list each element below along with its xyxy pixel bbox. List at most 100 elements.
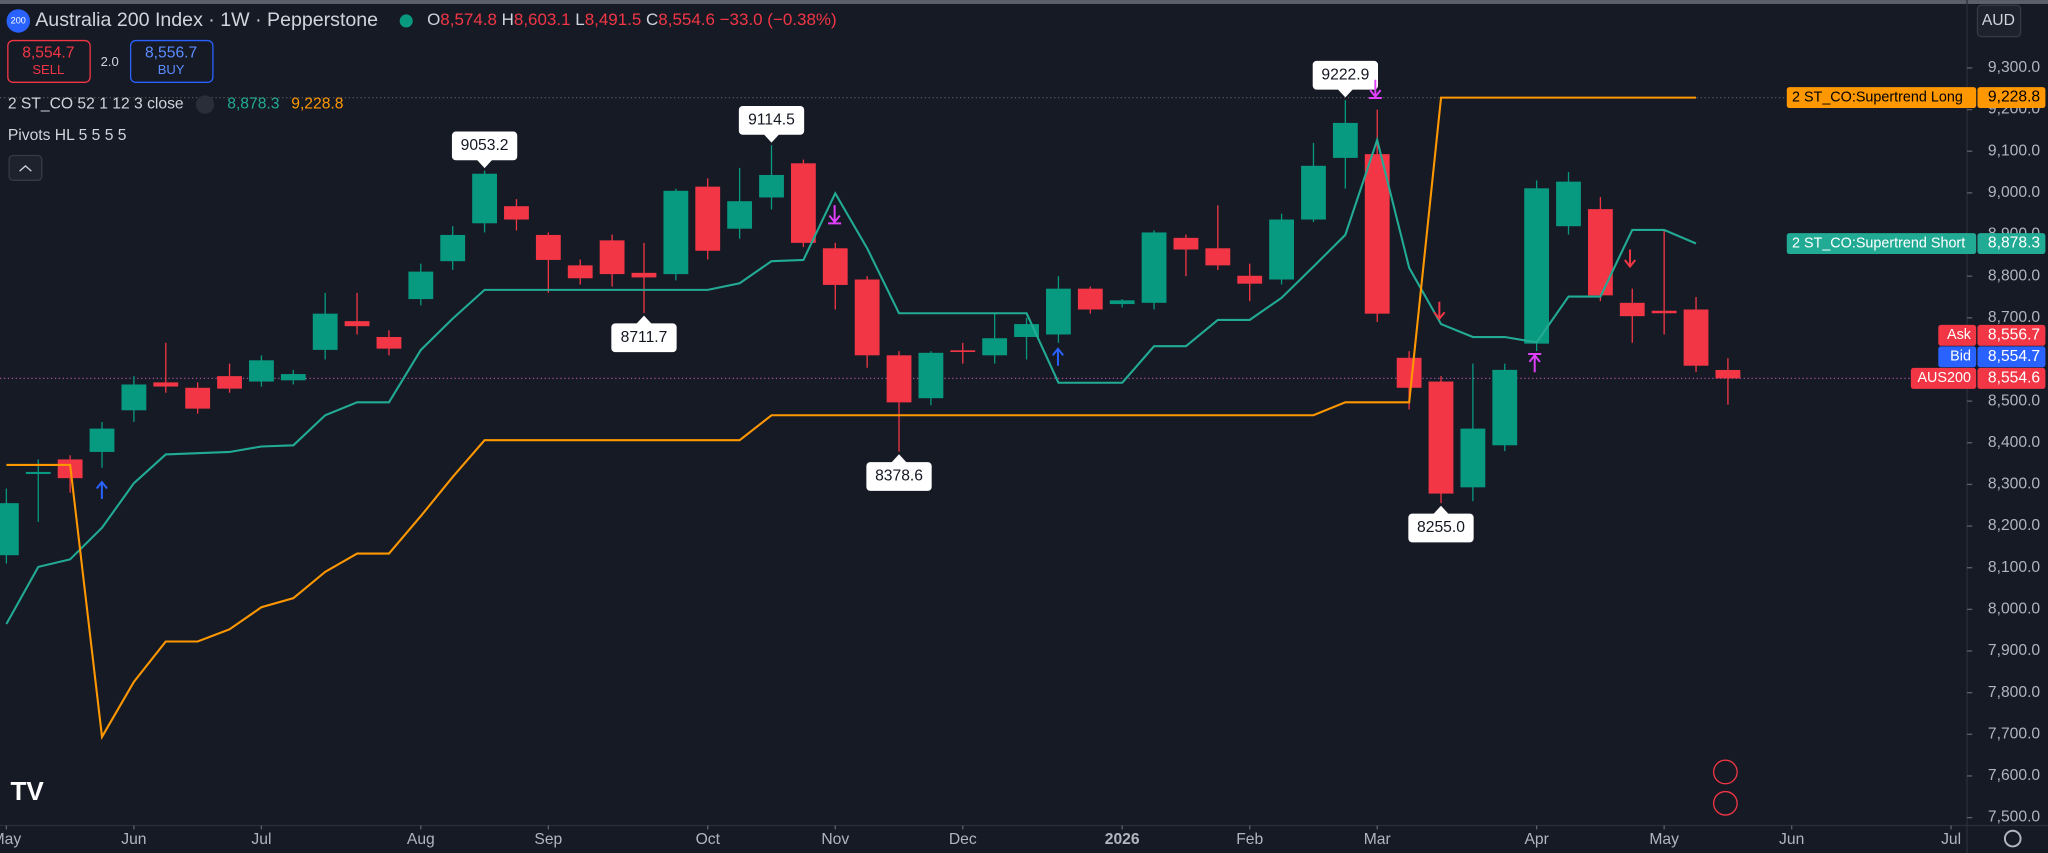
y-tick-label: 7,600.0: [1988, 767, 2041, 784]
candle-body: [1237, 275, 1263, 284]
line-name: 2 ST_CO:Supertrend Long: [1792, 89, 1963, 105]
candle-body: [1269, 219, 1295, 280]
candle-body: [1109, 300, 1135, 305]
candle-body: [790, 163, 816, 243]
candle-body: [854, 279, 880, 356]
pivot-arrow: [828, 205, 842, 225]
currency: AUD: [1982, 12, 2015, 29]
pivot-box: [451, 131, 518, 161]
ohlc-key: L: [575, 10, 584, 29]
y-tick-label: 8,100.0: [1988, 559, 2041, 576]
tv-logo[interactable]: TV: [10, 776, 44, 806]
line-value-label: 8,878.3: [1988, 235, 2041, 252]
candle-body: [312, 313, 338, 350]
x-tick-label: Jul: [1941, 831, 1961, 848]
pivot-label: 9053.2: [461, 137, 509, 154]
line-value-box: [1977, 233, 2046, 255]
candle-body: [1046, 288, 1071, 335]
candle-body: [121, 384, 147, 411]
candle-body: [1587, 209, 1613, 296]
market-status: [399, 14, 413, 28]
pivot-arrow: [1368, 79, 1382, 99]
candle-body: [1460, 428, 1486, 488]
collapse-button[interactable]: [8, 154, 43, 181]
indicator-short: 8,878.3: [227, 96, 280, 113]
candle-body: [631, 272, 657, 278]
candle-body: [1396, 357, 1422, 388]
pivot-arrow: [1528, 353, 1542, 373]
pivot-box: [1312, 60, 1379, 90]
x-tick-label: Jul: [251, 831, 271, 848]
x-tick-label: Nov: [821, 831, 849, 848]
alert-icon[interactable]: [1712, 759, 1738, 785]
candle-body: [918, 352, 944, 399]
candle-body: [1715, 369, 1741, 379]
candle-body: [153, 382, 179, 387]
y-tick-label: 9,000.0: [1988, 184, 2041, 201]
indicator-long: 9,228.8: [291, 96, 344, 113]
candle-body: [695, 186, 721, 251]
collapse-icon: [19, 165, 32, 172]
y-tick-label: 8,800.0: [1988, 267, 2041, 284]
indicator-icon[interactable]: [195, 95, 215, 114]
sell-arrow: [1433, 301, 1446, 321]
ohlc-value: 8,554.6: [658, 10, 715, 29]
candle-body: [1651, 310, 1677, 314]
price-value-label: 8,556.7: [1988, 326, 2040, 343]
pivots-name[interactable]: Pivots HL 5 5 5 5: [8, 127, 127, 144]
candle-body: [1332, 122, 1358, 158]
y-tick-label: 8,700.0: [1988, 309, 2041, 326]
indicator-name[interactable]: 2 ST_CO 52 1 12 3 close: [8, 96, 184, 113]
pivot-box: [738, 106, 805, 135]
candle-body: [822, 248, 848, 285]
candle-body: [599, 240, 625, 275]
pivot-box: [611, 323, 677, 353]
candle-body: [249, 360, 274, 382]
candle-body: [472, 173, 497, 224]
plot: 9053.2 8711.7 9114.5 8378.6 9222.9 8255.0: [0, 60, 1968, 741]
sell-button[interactable]: [7, 39, 91, 83]
x-tick-label: Oct: [696, 831, 721, 848]
pivot-label: 8255.0: [1417, 519, 1465, 536]
candle-body: [1524, 188, 1550, 344]
supertrend-line: [5, 136, 1697, 625]
x-tick-label: Apr: [1524, 831, 1548, 848]
candle-body: [727, 201, 753, 229]
candle-body: [185, 387, 211, 409]
candle-body: [89, 428, 115, 452]
candle-body: [1556, 181, 1581, 227]
line-name-box: [1786, 87, 1977, 109]
symbol-title[interactable]: Australia 200 Index · 1W · Pepperstone: [35, 9, 378, 31]
price-name-box: [1938, 324, 1977, 346]
candle-body: [1619, 302, 1645, 317]
pivot-box: [866, 462, 932, 491]
settings-icon[interactable]: [2003, 829, 2022, 848]
candle-body: [408, 271, 434, 300]
ohlc-value: 8,574.8: [440, 10, 497, 29]
price-value-box: [1977, 324, 2046, 346]
flag-icon[interactable]: [1712, 790, 1738, 816]
y-tick-label: 9,100.0: [1988, 142, 2041, 159]
currency-button[interactable]: [1976, 4, 2022, 38]
pivot-label: 8711.7: [621, 329, 668, 346]
buy-button[interactable]: [129, 39, 214, 83]
ohlc: O8,574.8 H8,603.1 L8,491.5 C8,554.6 −33.…: [427, 10, 837, 29]
sell-label: SELL: [32, 62, 64, 77]
price-value-box: [1977, 346, 2046, 368]
x-tick-label: May: [1649, 831, 1679, 848]
pivot-label: 9222.9: [1321, 66, 1369, 83]
candle-body: [535, 234, 561, 260]
symbol-badge-text: 200: [11, 15, 26, 25]
x-tick-label: Sep: [534, 831, 562, 848]
x-tick-label: Mar: [1364, 831, 1391, 848]
candle-body: [440, 234, 466, 262]
y-tick-label: 8,000.0: [1988, 601, 2041, 618]
x-tick-label: 2026: [1105, 831, 1140, 848]
y-tick-label: 7,900.0: [1988, 642, 2041, 659]
candle-body: [1205, 248, 1231, 266]
ohlc-value: 8,603.1: [514, 10, 571, 29]
candle-body: [0, 503, 19, 556]
candle-body: [376, 336, 402, 349]
